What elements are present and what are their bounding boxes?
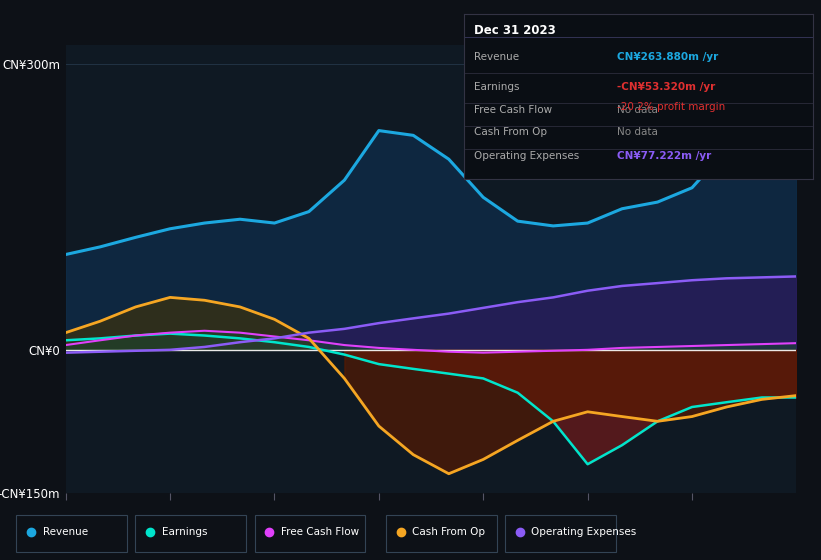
Text: -20.2% profit margin: -20.2% profit margin [617, 101, 726, 111]
Text: Operating Expenses: Operating Expenses [475, 151, 580, 161]
Text: No data: No data [617, 105, 658, 115]
Text: Cash From Op: Cash From Op [412, 527, 485, 537]
Text: Operating Expenses: Operating Expenses [531, 527, 636, 537]
Text: Dec 31 2023: Dec 31 2023 [475, 24, 556, 37]
Text: Revenue: Revenue [475, 52, 520, 62]
Text: No data: No data [617, 127, 658, 137]
Text: Revenue: Revenue [43, 527, 88, 537]
Text: -CN¥53.320m /yr: -CN¥53.320m /yr [617, 82, 716, 92]
Text: CN¥77.222m /yr: CN¥77.222m /yr [617, 151, 712, 161]
Text: Earnings: Earnings [162, 527, 207, 537]
Text: Free Cash Flow: Free Cash Flow [281, 527, 359, 537]
Text: Cash From Op: Cash From Op [475, 127, 548, 137]
Text: Earnings: Earnings [475, 82, 520, 92]
Text: CN¥263.880m /yr: CN¥263.880m /yr [617, 52, 718, 62]
Text: Free Cash Flow: Free Cash Flow [475, 105, 553, 115]
